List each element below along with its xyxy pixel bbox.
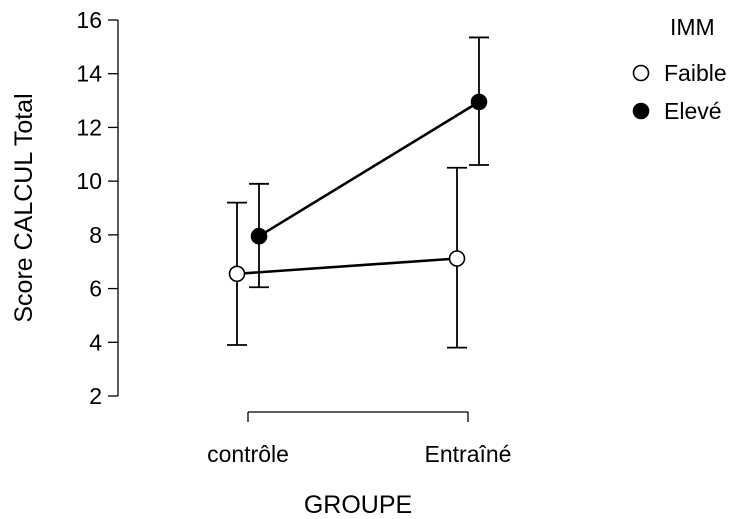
legend-label-faible: Faible <box>664 60 727 86</box>
point-elevé-1 <box>250 227 268 245</box>
y-tick-label-12: 12 <box>76 114 102 140</box>
point-faible-1 <box>228 265 246 283</box>
y-tick-label-10: 10 <box>76 168 102 194</box>
x-axis-title: GROUPE <box>304 491 412 519</box>
y-tick-label-14: 14 <box>76 61 102 87</box>
point-faible-2 <box>448 250 466 267</box>
y-tick-label-4: 4 <box>89 329 102 355</box>
series-line-elevé <box>258 100 480 238</box>
y-tick-label-2: 2 <box>89 383 102 409</box>
legend-marker-elevé <box>632 102 650 120</box>
x-tick-label-2: Entraîné <box>425 441 512 467</box>
y-axis-title: Score CALCUL Total <box>10 93 38 322</box>
legend-label-elevé: Elevé <box>664 98 722 124</box>
x-tick-label-1: contrôle <box>207 441 289 467</box>
series-line-faible <box>236 257 458 276</box>
legend-title: IMM <box>670 14 715 40</box>
y-tick-label-16: 16 <box>76 7 102 33</box>
legend-marker-faible <box>632 64 650 82</box>
y-tick-label-6: 6 <box>89 276 102 302</box>
y-tick-label-8: 8 <box>89 222 102 248</box>
point-elevé-2 <box>470 93 488 111</box>
